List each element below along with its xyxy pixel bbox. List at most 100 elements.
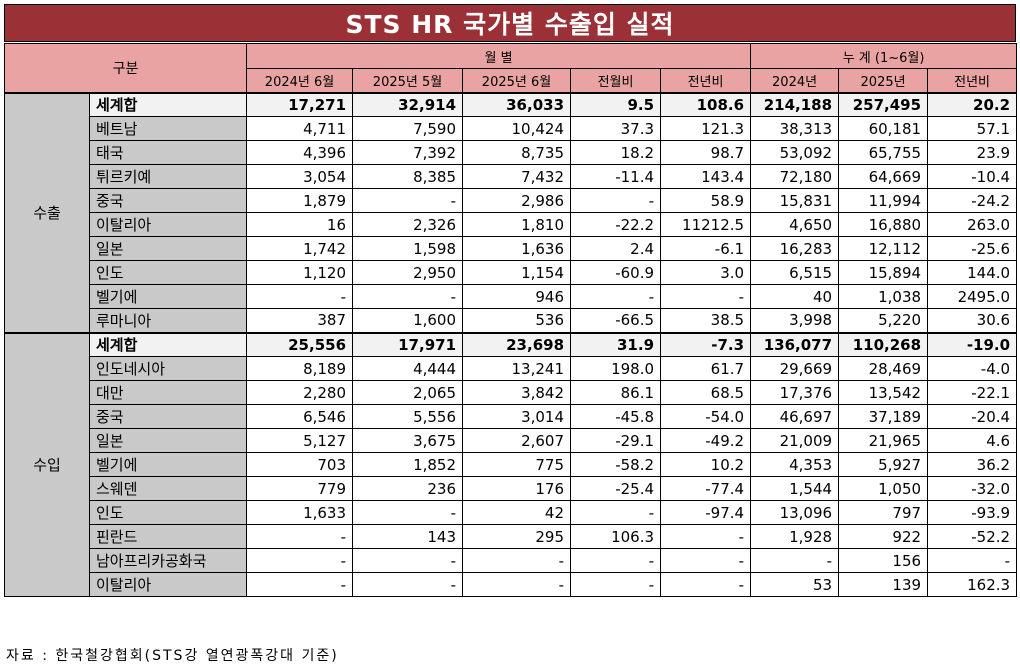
value-cell: 7,392 (352, 140, 464, 165)
country-cell: 이탈리아 (88, 572, 248, 597)
table-row: 일본 1,742 1,598 1,636 2.4 -6.1 16,283 12,112 -25.… (5, 236, 1018, 261)
table-row: 태국 4,396 7,392 8,735 18.2 98.7 53,092 65,755 23.… (5, 140, 1018, 165)
value-cell: - (462, 548, 572, 573)
col-header: 2025년 (838, 68, 929, 93)
country-cell: 태국 (88, 140, 248, 165)
value-cell: 5,127 (246, 428, 354, 453)
value-cell: - (750, 548, 840, 573)
value-cell: 16,880 (838, 212, 929, 237)
value-cell: 68.5 (660, 380, 752, 405)
table-row: 인도 1,633-42- -97.4 13,096 797 -93.9 (5, 500, 1018, 525)
value-cell: 2,986 (462, 188, 572, 213)
table-row: 중국 1,879-2,986-58.9 15,831 11,994 -24.2 (5, 188, 1018, 213)
value-cell: 86.1 (570, 380, 662, 405)
value-cell: 1,852 (352, 452, 464, 477)
value-cell: 1,120 (246, 260, 354, 285)
value-cell: 36,033 (462, 91, 572, 117)
value-cell: 21,965 (838, 428, 929, 453)
value-cell: 2,326 (352, 212, 464, 237)
value-cell: 108.6 (660, 91, 752, 117)
value-cell: 72,180 (750, 164, 840, 189)
value-cell: -25.4 (570, 476, 662, 501)
report-title: STS HR 국가별 수출입 실적 (4, 4, 1016, 42)
value-cell: 15,831 (750, 188, 840, 213)
value-cell: 6,515 (750, 260, 840, 285)
value-cell: 31.9 (570, 331, 662, 357)
value-cell: 1,636 (462, 236, 572, 261)
value-cell: 198.0 (570, 356, 662, 381)
col-header: 전년비 (660, 68, 752, 93)
value-cell: 946 (462, 284, 572, 309)
category-header: 구분 (3, 43, 248, 93)
value-cell: 176 (462, 476, 572, 501)
table-row: 스웨덴 779 236 176 -25.4 -77.4 1,544 1,050 -32.0 (5, 476, 1018, 501)
value-cell: 25,556 (246, 331, 354, 357)
value-cell: -60.9 (570, 260, 662, 285)
value-cell: 8,385 (352, 164, 464, 189)
value-cell: 2,065 (352, 380, 464, 405)
value-cell: 15,894 (838, 260, 929, 285)
value-cell: 1,879 (246, 188, 354, 213)
value-cell: 1,050 (838, 476, 929, 501)
value-cell: 2.4 (570, 236, 662, 261)
value-cell: 7,432 (462, 164, 572, 189)
value-cell: - (462, 572, 572, 597)
value-cell: -29.1 (570, 428, 662, 453)
value-cell: 38,313 (750, 116, 840, 141)
total-row: 수출 세계합 17,271 32,914 36,033 9.5 108.6 214,188 25… (4, 91, 1018, 333)
value-cell: - (570, 548, 662, 573)
value-cell: 779 (246, 476, 354, 501)
value-cell: 3,014 (462, 404, 572, 429)
value-cell: 1,544 (750, 476, 840, 501)
value-cell: -97.4 (660, 500, 752, 525)
value-cell: 11,994 (838, 188, 929, 213)
value-cell: 23,698 (462, 331, 572, 357)
value-cell: 139 (838, 572, 929, 597)
trade-table: 구분 월 별 누 계 (1~6월) 2024년 6월 2025년 5월 2025… (3, 43, 1018, 597)
value-cell: 4.6 (927, 428, 1018, 453)
country-cell: 베트남 (88, 116, 248, 141)
value-cell: 110,268 (838, 331, 929, 357)
value-cell: 3,054 (246, 164, 354, 189)
value-cell: 37.3 (570, 116, 662, 141)
value-cell: -19.0 (927, 331, 1018, 357)
value-cell: - (660, 548, 752, 573)
value-cell: 3,998 (750, 308, 840, 333)
value-cell: - (660, 524, 752, 549)
monthly-header: 월 별 (246, 43, 752, 69)
value-cell: -10.4 (927, 164, 1018, 189)
cumulative-header: 누 계 (1~6월) (750, 43, 1018, 69)
value-cell: - (352, 548, 464, 573)
country-cell: 세계합 (88, 331, 248, 357)
value-cell: 1,600 (352, 308, 464, 333)
value-cell: 703 (246, 452, 354, 477)
value-cell: 36.2 (927, 452, 1018, 477)
value-cell: 28,469 (838, 356, 929, 381)
value-cell: 42 (462, 500, 572, 525)
value-cell: -22.2 (570, 212, 662, 237)
table-row: 일본 5,127 3,675 2,607 -29.1 -49.2 21,009 21,965 4… (5, 428, 1018, 453)
value-cell: 1,038 (838, 284, 929, 309)
value-cell: 2,950 (352, 260, 464, 285)
value-cell: 3,842 (462, 380, 572, 405)
value-cell: 1,154 (462, 260, 572, 285)
value-cell: 121.3 (660, 116, 752, 141)
country-cell: 세계합 (88, 91, 248, 117)
value-cell: 536 (462, 308, 572, 333)
value-cell: 143 (352, 524, 464, 549)
value-cell: -7.3 (660, 331, 752, 357)
value-cell: 16,283 (750, 236, 840, 261)
value-cell: - (246, 284, 354, 309)
value-cell: 29,669 (750, 356, 840, 381)
section-label: 수출 (4, 91, 90, 333)
value-cell: 4,650 (750, 212, 840, 237)
value-cell: -32.0 (927, 476, 1018, 501)
value-cell: 387 (246, 308, 354, 333)
value-cell: 236 (352, 476, 464, 501)
value-cell: 18.2 (570, 140, 662, 165)
table-row: 인도 1,120 2,950 1,154 -60.9 3.0 6,515 15,894 144.… (5, 260, 1018, 285)
country-cell: 인도네시아 (88, 356, 248, 381)
value-cell: 136,077 (750, 331, 840, 357)
value-cell: 2,280 (246, 380, 354, 405)
value-cell: 4,353 (750, 452, 840, 477)
